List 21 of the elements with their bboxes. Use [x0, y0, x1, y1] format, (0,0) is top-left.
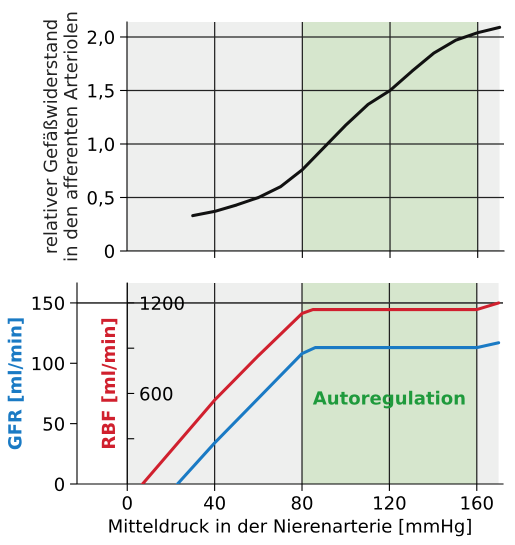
- x-tick-label: 120: [374, 496, 406, 510]
- y-axis-title: relativer Gefäßwiderstand in den afferenten Arteriolen: [43, 12, 78, 260]
- y-tick-label: 100: [32, 356, 64, 370]
- line-series: [176, 341, 500, 484]
- y-tick-label: 0: [54, 477, 64, 492]
- y2-axis-title: RBF [ml/min]: [101, 318, 118, 448]
- y-tick-label: 1,0: [88, 137, 114, 153]
- y-tick-label: 150: [32, 296, 64, 310]
- x-tick-label: 40: [204, 496, 225, 510]
- y2-tick-label: 600: [140, 386, 172, 401]
- line-series: [191, 26, 502, 218]
- y-tick-label: 0,5: [88, 190, 114, 206]
- y-tick-label: 2,0: [88, 30, 114, 46]
- y-tick-label: 0: [104, 244, 114, 258]
- x-tick-label: 0: [122, 496, 132, 510]
- y-axis-title: GFR [ml/min]: [8, 318, 24, 450]
- y-tick-label: 50: [44, 417, 64, 431]
- x-tick-label: 80: [292, 496, 312, 510]
- x-axis-title: Mitteldruck in der Nierenarterie [mmHg]: [109, 518, 471, 536]
- x-tick-label: 160: [462, 496, 493, 510]
- y-tick-label: 1,5: [88, 84, 114, 100]
